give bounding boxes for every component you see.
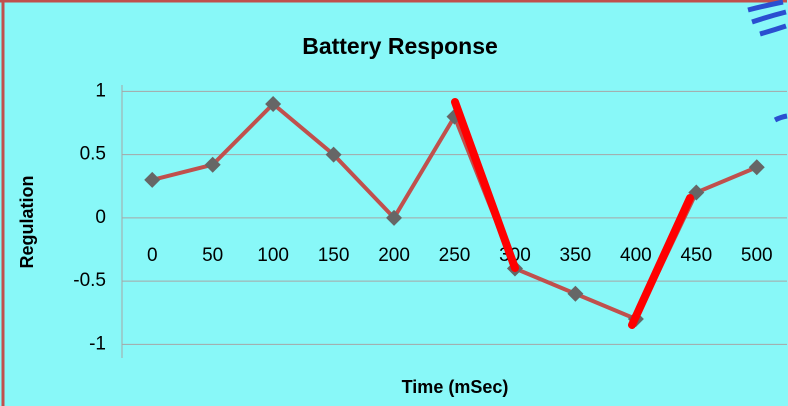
y-tick-label: 1 <box>95 80 106 101</box>
y-tick-label: 0.5 <box>80 144 106 165</box>
x-tick-label: 500 <box>741 245 773 266</box>
y-tick-label: 0 <box>95 207 106 228</box>
marker <box>567 285 584 302</box>
scribble <box>747 0 788 123</box>
x-tick-label: 0 <box>147 245 158 266</box>
marker <box>325 146 342 163</box>
x-tick-label: 400 <box>620 245 652 266</box>
x-axis-label: Time (mSec) <box>402 377 509 397</box>
marker <box>144 171 161 188</box>
x-tick-label: 200 <box>378 245 410 266</box>
annotation-stroke <box>451 98 694 329</box>
y-tick-label: -0.5 <box>73 270 106 291</box>
marker <box>204 156 221 173</box>
x-tick-label: 100 <box>257 245 289 266</box>
y-tick-label: -1 <box>89 333 106 354</box>
x-tick-label: 250 <box>439 245 471 266</box>
marker <box>748 159 765 176</box>
x-tick-label: 450 <box>680 245 712 266</box>
marker <box>265 95 282 112</box>
y-axis-label: Regulation <box>17 176 37 269</box>
x-tick-label: 150 <box>318 245 350 266</box>
x-tick-label: 350 <box>560 245 592 266</box>
chart-title: Battery Response <box>302 33 498 59</box>
marker <box>386 209 403 226</box>
x-tick-label: 50 <box>202 245 223 266</box>
